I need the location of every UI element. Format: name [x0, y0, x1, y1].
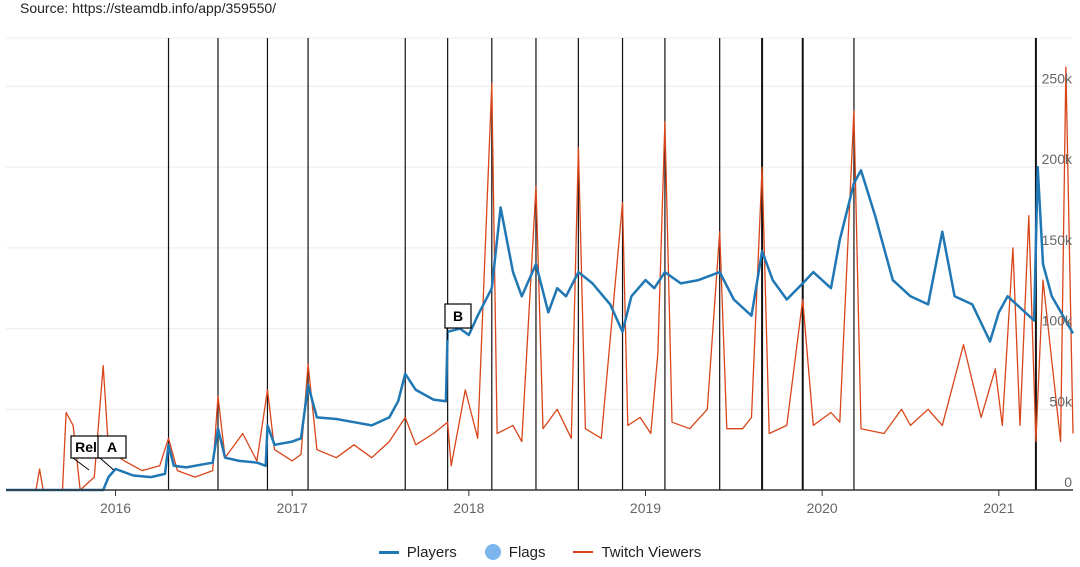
- y-tick-label: 100k: [1042, 313, 1073, 329]
- x-tick-label: 2017: [277, 500, 308, 516]
- legend-item-twitch[interactable]: Twitch Viewers: [573, 544, 701, 561]
- y-tick-label: 200k: [1042, 151, 1073, 167]
- annotation-layer: Rel A B: [70, 303, 472, 471]
- annotation-pointer: [99, 457, 115, 471]
- grid-layer: [6, 37, 1073, 410]
- annotation-box: [97, 435, 127, 459]
- legend-swatch-twitch: [573, 551, 594, 553]
- legend-swatch-flags: [484, 544, 501, 560]
- legend-label-twitch: Twitch Viewers: [601, 543, 702, 561]
- legend-swatch-players: [378, 550, 399, 554]
- source-caption: Source: https://steamdb.info/app/359550/: [20, 0, 277, 16]
- annotation-box: [444, 303, 472, 329]
- legend-label-flags: Flags: [508, 543, 546, 561]
- annotation-pointer: [446, 327, 449, 341]
- series-line-players: [6, 165, 1075, 492]
- annotation-label: Rel: [75, 439, 97, 455]
- legend-label-players: Players: [406, 543, 457, 561]
- y-tick-label: 50k: [1049, 393, 1073, 409]
- y-tick-label: 250k: [1042, 70, 1073, 86]
- chart-legend: Players Flags Twitch Viewers: [0, 541, 1080, 563]
- chart-canvas: Rel A B 0 50k 100k 150k 200k 250k 2016 2017 2018 20…: [6, 37, 1075, 516]
- x-tick-label: 2018: [453, 500, 484, 516]
- legend-item-flags[interactable]: Flags: [484, 543, 546, 561]
- annotation-b: B: [444, 303, 472, 341]
- x-tick-label: 2020: [807, 500, 838, 516]
- annotation-pointer: [72, 457, 90, 471]
- annotation-label: A: [107, 439, 117, 455]
- legend-item-players[interactable]: Players: [378, 543, 457, 561]
- y-tick-label: 150k: [1042, 232, 1073, 248]
- x-tick-label: 2019: [630, 500, 661, 516]
- annotation-rel: Rel: [70, 435, 102, 471]
- axis-layer: 0 50k 100k 150k 200k 250k 2016 2017 2018 2019 2020…: [6, 70, 1073, 516]
- annotation-label: B: [453, 308, 463, 324]
- y-tick-label: 0: [1064, 474, 1072, 490]
- x-tick-label: 2021: [983, 500, 1014, 516]
- x-tick-label: 2016: [100, 500, 131, 516]
- annotation-a: A: [97, 435, 127, 471]
- series-layer: [6, 66, 1075, 492]
